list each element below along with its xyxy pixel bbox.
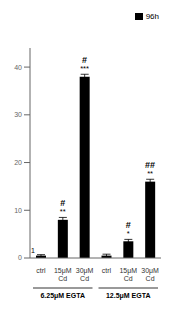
svg-text:**: ** [147,169,153,178]
svg-text:6.25μM EGTA: 6.25μM EGTA [40,292,85,300]
svg-text:ctrl: ctrl [36,267,46,274]
svg-text:#: # [126,220,131,230]
svg-text:ctrl: ctrl [102,267,112,274]
svg-text:15μMCd: 15μMCd [54,267,72,282]
html-text:96h: 96h [145,12,159,21]
html-text:1: 1 [31,247,35,254]
svg-text:##: ## [145,160,155,170]
svg-text:**: ** [60,207,66,216]
svg-text:20: 20 [14,159,22,166]
svg-text:0: 0 [18,254,22,261]
svg-text:*: * [127,229,130,238]
svg-text:#: # [82,55,87,65]
svg-text:40: 40 [14,64,22,71]
svg-text:***: *** [80,64,89,73]
svg-text:12.5μM EGTA: 12.5μM EGTA [106,292,151,300]
svg-text:30μMCd: 30μMCd [141,267,159,282]
svg-text:#: # [60,198,65,208]
svg-text:10: 10 [14,207,22,214]
svg-text:30: 30 [14,111,22,118]
svg-text:30μMCd: 30μMCd [76,267,94,282]
svg-text:15μMCd: 15μMCd [119,267,137,282]
